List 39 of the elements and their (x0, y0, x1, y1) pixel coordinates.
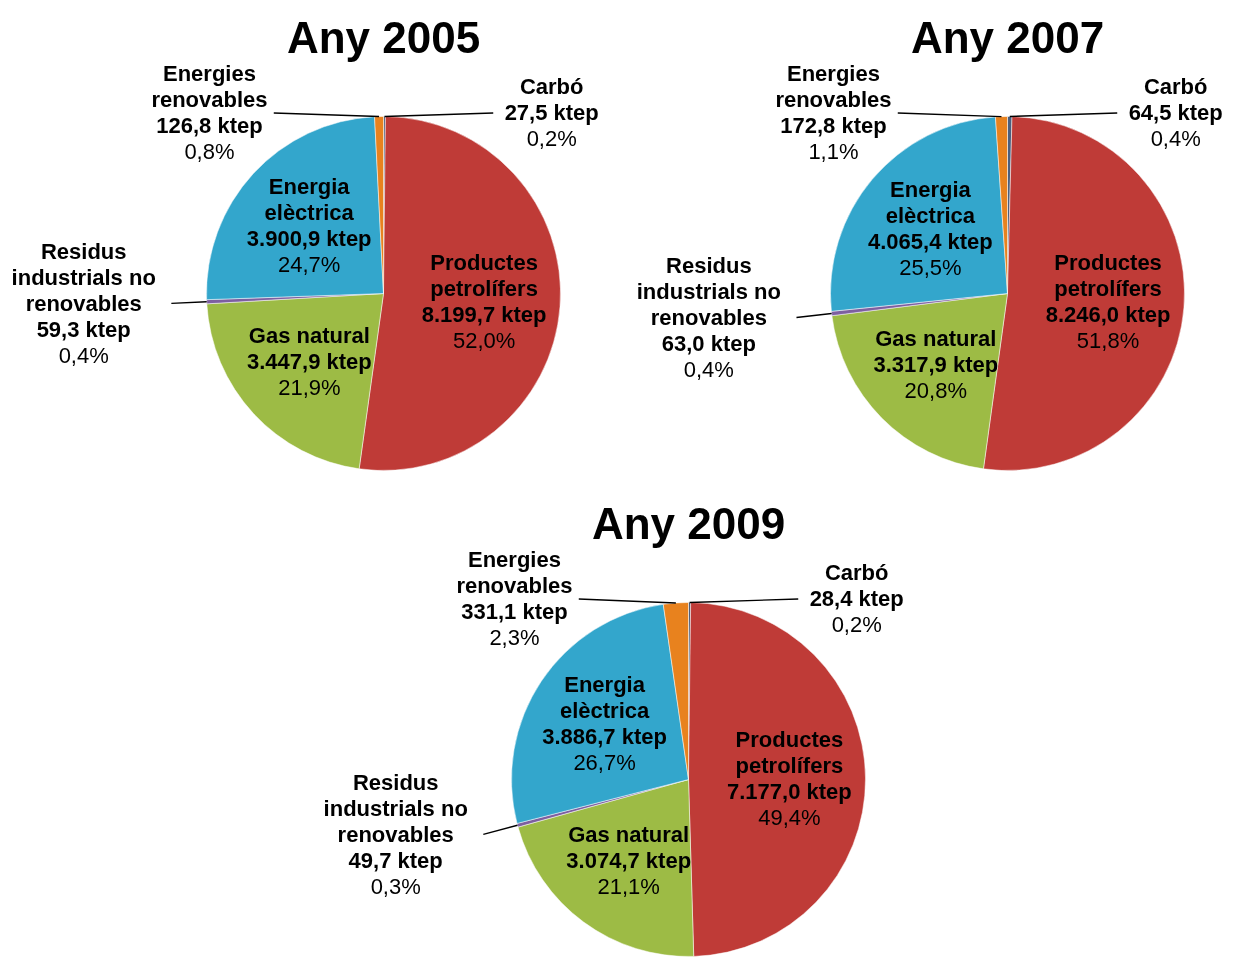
slice-label: Gas natural (568, 822, 690, 848)
data-label: 3.447,9 ktep 21,9% (247, 349, 372, 401)
data-label: 3.900,9 ktep 24,7% (246, 225, 372, 277)
data-label: 3.886,7 ktep 26,7% (542, 724, 667, 775)
data-label: 7.177,0 ktep 49,4% (727, 779, 852, 831)
slice-label: Productes petrolífers (735, 727, 844, 779)
slice-label: Energies renovables (775, 61, 892, 113)
slice-label: Energia elèctrica (264, 173, 355, 225)
slice-label: Productes petrolífers (430, 249, 538, 301)
slice-label: Carbó (1143, 74, 1208, 100)
data-label: 64,5 ktep 0,4% (1128, 100, 1223, 152)
data-label: 49,7 ktep 0,3% (348, 847, 443, 899)
slice-label: Carbó (519, 74, 584, 100)
slice-label: Gas natural (248, 323, 370, 349)
slice-label: Energia elèctrica (559, 672, 650, 723)
slice-label: Residus industrials no renovables (11, 238, 156, 316)
slice-label: Gas natural (875, 325, 997, 351)
data-label: 3.317,9 ktep 20,8% (873, 351, 999, 403)
data-label: 59,3 ktep 0,4% (36, 316, 131, 368)
chart-title: Any 2009 (591, 499, 786, 548)
data-label: 27,5 ktep 0,2% (504, 100, 599, 152)
data-label: 8.199,7 ktep 52,0% (421, 301, 547, 353)
slice-label: Energies renovables (151, 61, 268, 113)
data-label: 28,4 ktep 0,2% (809, 586, 904, 638)
slice-label: Residus industrials no renovables (323, 769, 468, 847)
chart-title: Any 2005 (286, 13, 481, 62)
slice-label: Energies renovables (456, 547, 573, 599)
slice-label: Energia elèctrica (885, 176, 976, 228)
data-label: 8.246,0 ktep 51,8% (1045, 302, 1171, 354)
data-label: 63,0 ktep 0,4% (661, 331, 756, 383)
slice-label: Residus industrials no renovables (636, 253, 781, 331)
data-label: 4.065,4 ktep 25,5% (868, 228, 993, 280)
data-label: 126,8 ktep 0,8% (156, 113, 263, 165)
chart-title: Any 2007 (910, 13, 1105, 62)
data-label: 331,1 ktep 2,3% (461, 599, 568, 651)
data-label: 172,8 ktep 1,1% (780, 113, 887, 165)
slice-label: Carbó (824, 560, 889, 586)
slice-label: Productes petrolífers (1054, 250, 1162, 302)
data-label: 3.074,7 ktep 21,1% (566, 848, 692, 900)
